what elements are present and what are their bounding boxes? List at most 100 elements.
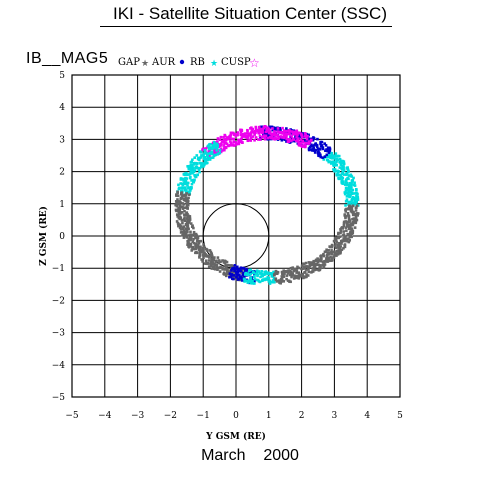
data-point [212, 258, 215, 262]
data-point [344, 226, 348, 229]
data-point [351, 188, 355, 192]
data-point [310, 149, 314, 152]
data-point [198, 251, 201, 255]
data-point [189, 187, 193, 191]
data-point [215, 265, 219, 269]
data-point [285, 140, 288, 143]
data-point [310, 145, 313, 148]
data-point [183, 177, 187, 181]
data-point [240, 276, 244, 280]
data-point [268, 125, 272, 129]
data-point [249, 276, 253, 280]
data-point [255, 270, 259, 273]
data-point [213, 151, 216, 154]
data-point [346, 220, 350, 224]
data-point [227, 263, 230, 267]
data-point [179, 228, 183, 231]
data-point [286, 140, 290, 144]
data-point [237, 268, 240, 271]
data-point [207, 265, 211, 268]
data-point [353, 192, 356, 195]
footer-date: March 2000 [0, 447, 500, 465]
data-point [347, 183, 351, 187]
data-point [190, 182, 194, 186]
data-point [328, 154, 332, 158]
data-point [215, 146, 219, 150]
data-point [279, 135, 283, 138]
data-point [335, 157, 339, 161]
data-point [187, 167, 191, 171]
data-point [345, 229, 348, 232]
data-point [178, 213, 181, 216]
x-tick-label: 1 [266, 411, 272, 421]
data-point [339, 228, 342, 231]
data-point [327, 160, 331, 164]
data-point [186, 197, 189, 200]
data-point [177, 206, 180, 210]
data-point [265, 128, 269, 132]
data-point [271, 279, 275, 282]
data-point [285, 274, 289, 277]
data-point [240, 136, 244, 139]
data-point [355, 197, 358, 201]
data-point [223, 273, 226, 276]
data-point [177, 224, 180, 228]
data-point [322, 252, 325, 256]
data-point [348, 239, 352, 242]
data-point [218, 148, 222, 152]
data-point [348, 223, 351, 227]
data-point [175, 220, 179, 223]
data-point [262, 126, 265, 129]
data-point [290, 135, 293, 138]
data-point [259, 275, 262, 279]
data-point [332, 161, 335, 165]
data-point [325, 153, 329, 157]
data-point [208, 152, 211, 155]
data-point [347, 237, 350, 240]
data-point [203, 163, 206, 167]
data-point [179, 182, 183, 185]
data-point [225, 260, 229, 264]
data-point [210, 156, 214, 160]
data-point [210, 267, 214, 270]
data-point [216, 268, 219, 271]
data-point [196, 173, 200, 177]
data-point [273, 280, 276, 284]
data-point [295, 139, 298, 143]
data-point [219, 266, 223, 270]
data-point [191, 171, 194, 175]
series-gap [273, 204, 360, 285]
data-point [347, 216, 351, 220]
data-point [347, 174, 351, 177]
data-point [184, 189, 188, 192]
data-point [295, 276, 298, 280]
data-point [299, 133, 303, 136]
data-point [348, 181, 351, 185]
data-point [355, 187, 358, 191]
data-point [185, 228, 189, 231]
data-point [247, 273, 250, 277]
data-point [328, 259, 332, 263]
data-point [215, 143, 219, 146]
data-point [253, 277, 257, 281]
data-point [182, 173, 186, 176]
data-point [342, 173, 346, 176]
data-point [345, 198, 349, 201]
data-point [191, 167, 195, 170]
data-point [350, 222, 353, 226]
data-point [191, 247, 194, 251]
data-point [185, 213, 188, 217]
data-point [263, 124, 267, 128]
data-point [223, 148, 226, 152]
data-point [355, 206, 358, 209]
data-point [345, 181, 349, 185]
data-point [350, 182, 353, 185]
data-point [346, 176, 349, 180]
data-point [297, 277, 301, 280]
data-point [345, 237, 349, 241]
data-point [301, 272, 305, 276]
data-point [349, 224, 353, 227]
data-point [300, 144, 303, 148]
data-point [236, 131, 240, 134]
data-point [338, 160, 341, 164]
